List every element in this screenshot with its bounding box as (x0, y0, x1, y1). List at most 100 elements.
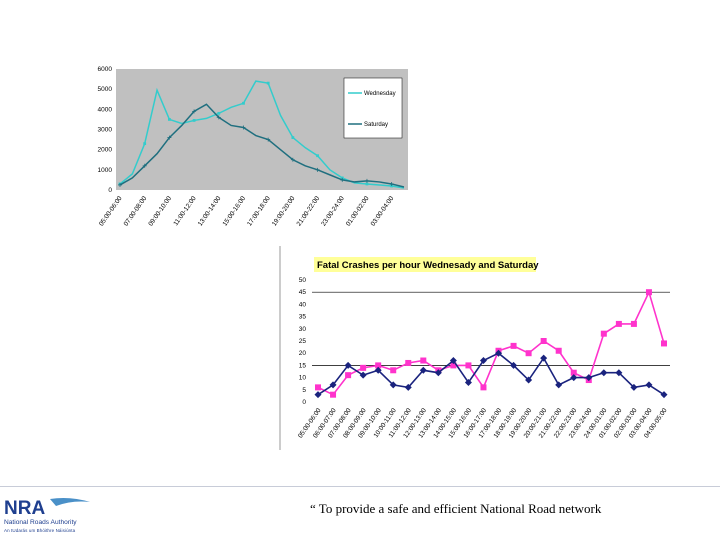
y-tick-label: 25 (299, 338, 307, 345)
data-point-navy (600, 369, 608, 377)
data-point-navy (615, 369, 623, 377)
data-point-navy (525, 376, 533, 384)
data-point-navy (329, 381, 337, 389)
data-point-saturday (315, 167, 320, 172)
y-tick-label: 15 (299, 362, 307, 369)
y-tick-label: 45 (299, 289, 307, 296)
series-lines (314, 289, 668, 399)
data-point-navy (645, 381, 653, 389)
data-point-wednesday (167, 118, 171, 121)
data-point-wednesday (143, 142, 147, 146)
data-point-pink (540, 338, 547, 344)
data-point-navy (464, 378, 472, 386)
footer-slogan: “ To provide a safe and efficient Nation… (310, 501, 602, 516)
footer-divider (0, 486, 720, 487)
data-point-saturday (142, 163, 147, 168)
data-point-navy (540, 354, 548, 362)
data-point-navy (419, 366, 427, 374)
series-line-navy (317, 352, 665, 396)
data-point-saturday (192, 109, 197, 114)
logo-tagline: An tUdarás um Bhóithre Náisiúnta (4, 528, 76, 533)
legend: Wednesday Saturday (343, 77, 403, 139)
data-point-wednesday (192, 119, 196, 122)
data-point-navy (479, 357, 487, 365)
data-point-wednesday (266, 81, 270, 85)
hourly-line-chart: 6000 5000 4000 3000 2000 1000 0 05:00-06:00 07:… (98, 66, 408, 228)
data-point-pink (330, 391, 337, 398)
y-tick-label: 6000 (98, 66, 113, 73)
logo-name: National Roads Authority (4, 519, 77, 526)
fatal-crashes-chart: Fatal Crashes per hour Wednesady and Sat… (279, 246, 670, 450)
y-tick-label: 1000 (98, 167, 113, 174)
gridlines (312, 291, 670, 366)
data-point-navy (555, 381, 563, 389)
data-point-pink (375, 362, 382, 369)
y-tick-label: 20 (299, 350, 307, 357)
data-point-pink (405, 359, 412, 366)
data-point-navy (570, 374, 578, 382)
y-tick-label: 0 (108, 187, 112, 194)
y-tick-label: 4000 (98, 106, 113, 113)
data-point-navy (359, 371, 367, 379)
series-lines (118, 80, 405, 189)
data-point-pink (360, 364, 367, 371)
data-point-navy (660, 391, 668, 399)
legend-label-wednesday: Wednesday (364, 91, 396, 97)
y-axis-ticks: 6000 5000 4000 3000 2000 1000 0 (98, 66, 113, 194)
data-point-pink (390, 367, 397, 374)
data-point-saturday (216, 115, 221, 120)
y-tick-label: 40 (299, 301, 307, 308)
data-point-saturday (290, 157, 295, 162)
data-point-pink (465, 362, 472, 369)
data-point-navy (434, 369, 442, 377)
data-point-pink (600, 330, 607, 337)
data-point-wednesday (217, 111, 221, 115)
y-tick-label: 2000 (98, 147, 113, 154)
series-line-pink (317, 289, 665, 396)
x-tick-label: 07:00-08:00 (123, 195, 149, 228)
data-point-navy (585, 374, 593, 382)
data-point-pink (315, 384, 321, 391)
data-point-navy (389, 381, 397, 389)
data-point-navy (510, 361, 518, 369)
logo-letters: NRA (4, 498, 45, 519)
legend-box (343, 77, 403, 139)
series-line-saturday (119, 103, 405, 188)
x-tick-label: 21:00-22:00 (296, 195, 322, 228)
data-point-wednesday (365, 182, 369, 186)
data-point-pink (630, 320, 637, 327)
data-point-pink (555, 347, 562, 354)
data-point-pink (450, 362, 457, 369)
data-point-navy (374, 366, 382, 374)
swoosh-icon (50, 498, 90, 506)
x-tick-label: 03:00-04:00 (370, 195, 396, 228)
x-tick-label: 19:00-20:00 (271, 195, 297, 228)
data-point-pink (345, 372, 352, 379)
legend-label-saturday: Saturday (364, 122, 388, 128)
data-point-saturday (266, 137, 271, 142)
x-tick-label: 15:00-16:00 (221, 195, 247, 228)
x-tick-label: 23:00-24:00 (320, 195, 346, 228)
data-point-saturday (118, 182, 122, 187)
data-point-navy (449, 357, 457, 365)
y-tick-label: 30 (299, 326, 307, 333)
y-tick-label: 35 (299, 314, 307, 321)
x-tick-label: 05:00-06:00 (98, 195, 124, 228)
data-point-pink (661, 340, 667, 347)
data-point-pink (570, 369, 577, 376)
data-point-pink (480, 384, 487, 391)
x-tick-label: 17:00-18:00 (246, 195, 272, 228)
data-point-pink (510, 342, 517, 349)
data-point-pink (645, 289, 652, 296)
y-tick-label: 5000 (98, 86, 113, 93)
data-point-wednesday (390, 184, 394, 188)
data-point-saturday (389, 181, 394, 186)
data-point-navy (344, 361, 352, 369)
data-point-wednesday (316, 154, 319, 158)
x-tick-label: 11:00-12:00 (172, 195, 198, 227)
data-point-pink (420, 357, 427, 364)
nra-logo: NRA National Roads Authority (4, 498, 90, 526)
x-axis-ticks: 05:00-06:0006:00-07:0007:00-08:0008:00-0… (297, 407, 669, 440)
data-point-saturday (364, 178, 369, 183)
